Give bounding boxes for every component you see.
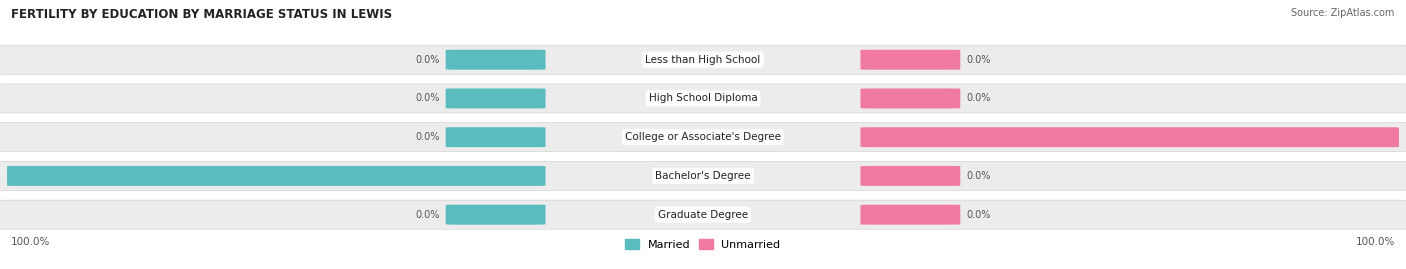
FancyBboxPatch shape (0, 161, 1406, 190)
Text: Less than High School: Less than High School (645, 55, 761, 65)
Text: Source: ZipAtlas.com: Source: ZipAtlas.com (1291, 8, 1395, 18)
Text: 0.0%: 0.0% (416, 210, 440, 220)
FancyBboxPatch shape (0, 45, 1406, 74)
FancyBboxPatch shape (860, 89, 960, 108)
Text: FERTILITY BY EDUCATION BY MARRIAGE STATUS IN LEWIS: FERTILITY BY EDUCATION BY MARRIAGE STATU… (11, 8, 392, 21)
FancyBboxPatch shape (0, 200, 1406, 229)
FancyBboxPatch shape (446, 127, 546, 147)
FancyBboxPatch shape (860, 205, 960, 225)
Text: Bachelor's Degree: Bachelor's Degree (655, 171, 751, 181)
Text: 0.0%: 0.0% (966, 93, 990, 104)
Text: 0.0%: 0.0% (966, 210, 990, 220)
Text: High School Diploma: High School Diploma (648, 93, 758, 104)
FancyBboxPatch shape (860, 50, 960, 70)
Text: 0.0%: 0.0% (966, 55, 990, 65)
FancyBboxPatch shape (446, 50, 546, 70)
FancyBboxPatch shape (860, 166, 960, 186)
Text: 100.0%: 100.0% (11, 237, 51, 247)
Text: 0.0%: 0.0% (416, 93, 440, 104)
FancyBboxPatch shape (446, 89, 546, 108)
Text: 100.0%: 100.0% (0, 171, 1, 181)
Text: 0.0%: 0.0% (966, 171, 990, 181)
Text: College or Associate's Degree: College or Associate's Degree (626, 132, 780, 142)
Text: 0.0%: 0.0% (416, 132, 440, 142)
FancyBboxPatch shape (0, 123, 1406, 152)
FancyBboxPatch shape (0, 84, 1406, 113)
FancyBboxPatch shape (7, 166, 546, 186)
Legend: Married, Unmarried: Married, Unmarried (621, 235, 785, 254)
FancyBboxPatch shape (446, 205, 546, 225)
Text: 100.0%: 100.0% (1355, 237, 1395, 247)
Text: Graduate Degree: Graduate Degree (658, 210, 748, 220)
Text: 0.0%: 0.0% (416, 55, 440, 65)
FancyBboxPatch shape (860, 127, 1399, 147)
